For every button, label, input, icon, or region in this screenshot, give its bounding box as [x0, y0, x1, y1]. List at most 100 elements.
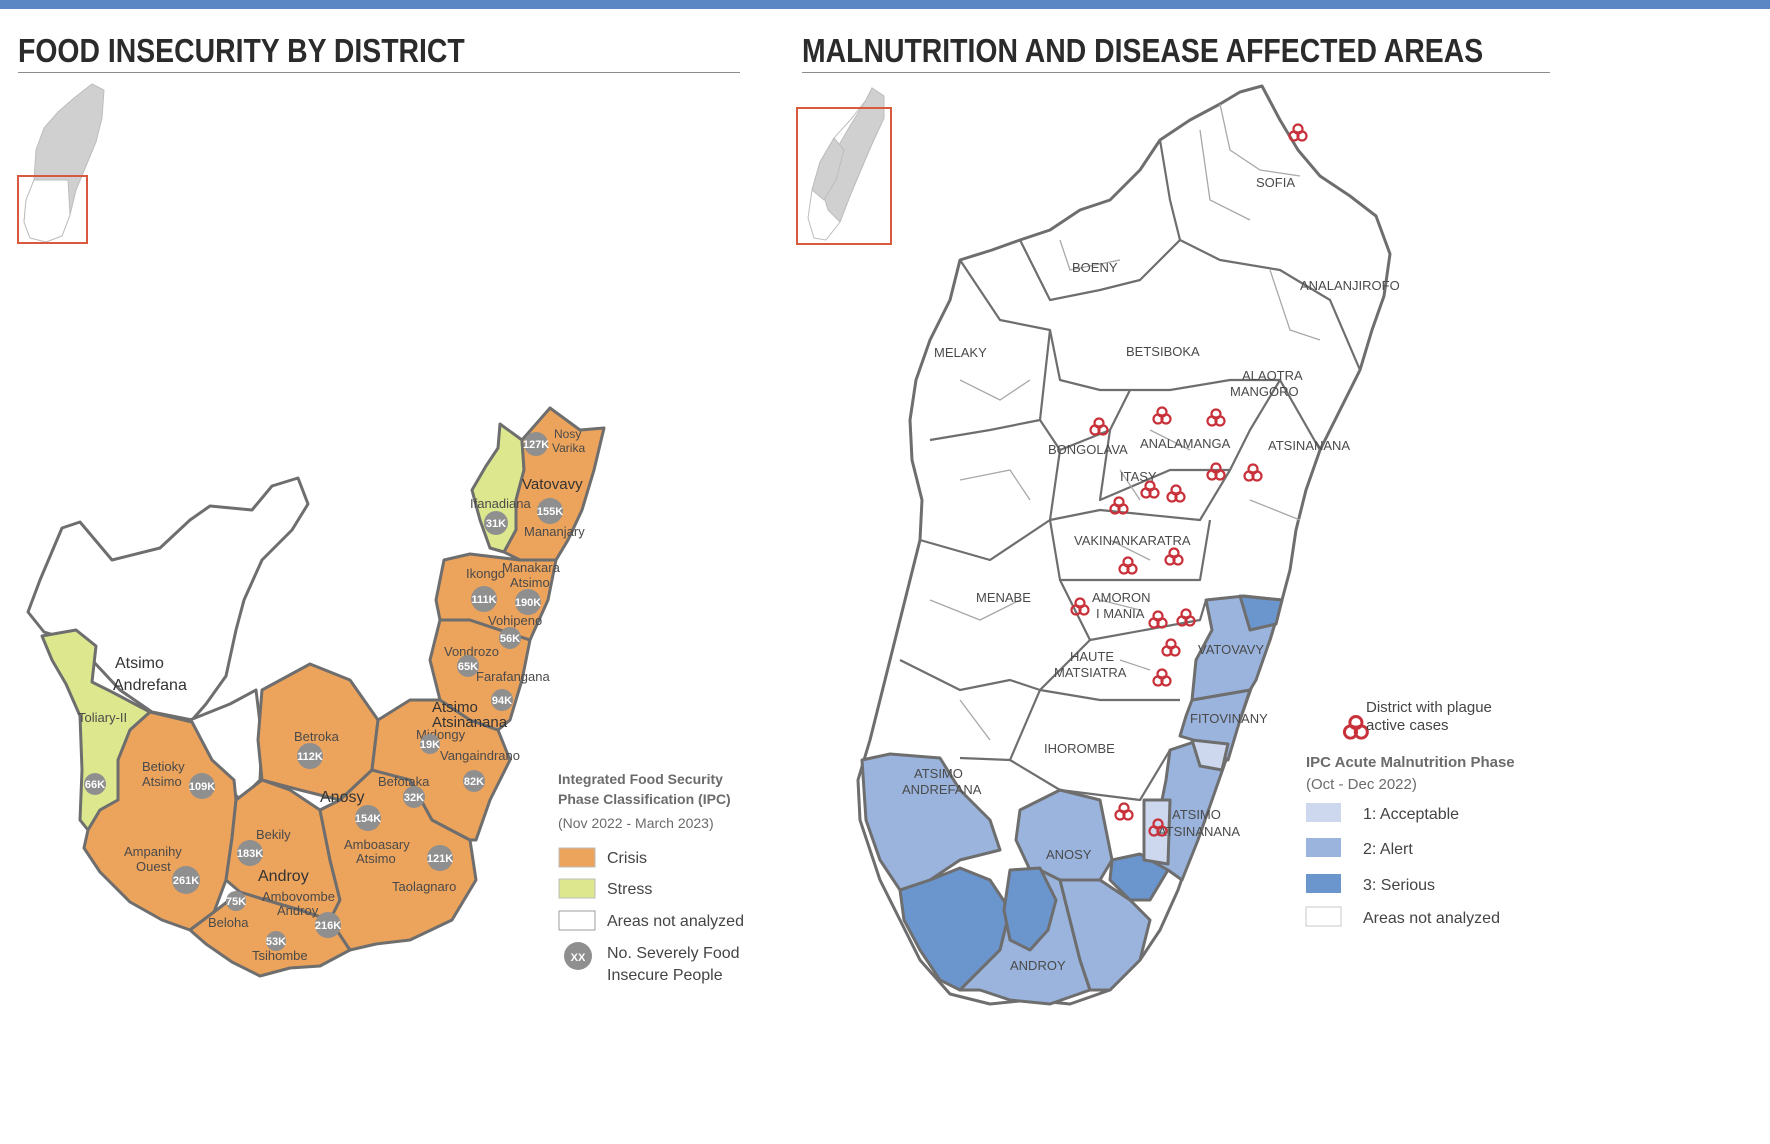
badge-befotaka: 32K: [403, 786, 425, 808]
left-legend-badge-label-2: Insecure People: [607, 967, 723, 984]
label-nosy-varika-1: Nosy: [554, 427, 581, 441]
left-legend-heading-1: Integrated Food Security: [558, 771, 723, 787]
boundary-sofia: [1158, 139, 1362, 371]
label-analamanga: ANALAMANGA: [1140, 436, 1231, 451]
legend-plague-symbol: [1342, 714, 1369, 740]
label-atsimo-atsinanana-r1: ATSIMO: [1172, 807, 1221, 822]
boundary-menabe-north: [919, 519, 1051, 562]
label-vondrozo: Vondrozo: [444, 644, 499, 659]
right-legend-swatch-serious: [1306, 874, 1341, 893]
label-alaotra-1: ALAOTRA: [1242, 368, 1303, 383]
badge-midongy: 19K: [420, 734, 440, 754]
boundary-haute-matsiatra: [1038, 639, 1180, 702]
right-region-boundaries: [899, 139, 1362, 802]
svg-text:31K: 31K: [486, 518, 506, 530]
label-ampanihy-2: Ouest: [136, 859, 171, 874]
label-atsimo-atsinanana-2: Atsinanana: [432, 714, 508, 731]
left-legend-heading-2: Phase Classification (IPC): [558, 791, 731, 807]
legend-plague-label-1: District with plague: [1366, 699, 1492, 716]
right-inset-box: [796, 107, 892, 245]
badge-bekily: 183K: [237, 840, 263, 866]
madagascar-outline: [856, 84, 1392, 1006]
svg-text:216K: 216K: [315, 920, 341, 932]
inset-highlight-box: [17, 175, 88, 244]
area-anosy-east-alert: [1058, 878, 1152, 992]
boundary-amoron-i-mania: [1059, 579, 1208, 642]
label-anosy: Anosy: [320, 789, 364, 806]
svg-text:94K: 94K: [492, 695, 512, 707]
label-nosy-varika-2: Varika: [552, 441, 585, 455]
svg-text:32K: 32K: [404, 792, 424, 804]
boundary-analamanga: [1098, 379, 1281, 502]
label-farafangana: Farafangana: [476, 669, 550, 684]
label-vangaindrano: Vangaindrano: [440, 748, 520, 763]
label-melaky: MELAKY: [934, 345, 987, 360]
badge-taolagnaro: 121K: [427, 845, 453, 871]
svg-text:112K: 112K: [297, 751, 323, 763]
left-panel-title: FOOD INSECURITY BY DISTRICT: [18, 32, 465, 69]
left-map-labels: Atsimo Andrefana Toliary-II Betioky Atsi…: [78, 427, 585, 963]
right-legend-swatch-not-analyzed: [1305, 906, 1342, 927]
badge-vohipeno: 56K: [499, 627, 521, 649]
label-ambovombe-1: Ambovombe: [262, 889, 335, 904]
boundary-itasy: [1048, 449, 1231, 522]
svg-text:127K: 127K: [523, 439, 549, 451]
svg-text:109K: 109K: [189, 781, 215, 793]
right-legend-swatch-alert: [1306, 838, 1341, 857]
left-legend-label-stress: Stress: [607, 881, 652, 898]
right-map-regions: [856, 84, 1392, 1006]
right-legend-label-not-analyzed: Areas not analyzed: [1363, 910, 1500, 927]
right-panel-title: MALNUTRITION AND DISEASE AFFECTED AREAS: [802, 32, 1484, 69]
label-toliary-ii: Toliary-II: [78, 710, 127, 725]
right-legend-heading: IPC Acute Malnutrition Phase: [1306, 754, 1515, 771]
label-taolagnaro: Taolagnaro: [392, 879, 456, 894]
left-title-rule: [18, 72, 740, 73]
left-legend-badge-text: XX: [571, 952, 586, 964]
area-atsimo-andrefana-alert: [860, 752, 1002, 892]
badge-manakara: 190K: [515, 589, 541, 615]
badge-ikongo: 111K: [471, 586, 497, 612]
label-atsimo-andrefana-r1: ATSIMO: [914, 766, 963, 781]
area-fitovinany-acceptable: [1190, 738, 1230, 772]
label-atsimo-andrefana-1: Atsimo: [115, 655, 164, 672]
inset-west-area: [811, 137, 845, 201]
label-manakara-1: Manakara: [502, 560, 561, 575]
badge-mananjary: 155K: [537, 498, 563, 524]
label-ifanadiana: Ifanadiana: [470, 496, 531, 511]
label-androy-r: ANDROY: [1010, 958, 1066, 973]
label-vakinankaratra: VAKINANKARATRA: [1074, 533, 1191, 548]
label-tsihombe: Tsihombe: [252, 948, 308, 963]
left-legend-badge-symbol: [564, 942, 592, 970]
svg-text:66K: 66K: [85, 779, 105, 791]
legend-plague-label-2: active cases: [1366, 717, 1449, 734]
label-bekily: Bekily: [256, 827, 291, 842]
label-analanjirofo: ANALANJIROFO: [1300, 278, 1400, 293]
label-atsimo-atsinanana-1: Atsimo: [432, 699, 478, 716]
label-atsimo-andrefana-r2: ANDREFANA: [902, 782, 982, 797]
left-legend: Integrated Food Security Phase Classific…: [558, 771, 744, 984]
left-legend-swatch-stress: [558, 878, 596, 899]
badge-nosy-varika: 127K: [523, 432, 549, 456]
badge-betroka: 112K: [297, 743, 323, 769]
label-itasy: ITASY: [1120, 469, 1157, 484]
right-title-rule: [802, 72, 1550, 73]
label-amboasary-1: Amboasary: [344, 837, 410, 852]
label-haute-1: HAUTE: [1070, 649, 1114, 664]
badge-ifanadiana: 31K: [484, 511, 508, 535]
badge-beloha: 75K: [226, 891, 246, 911]
svg-text:82K: 82K: [464, 776, 484, 788]
right-legend-period: (Oct - Dec 2022): [1306, 776, 1417, 793]
boundary-menabe-south: [899, 659, 1041, 692]
label-befotaka: Befotaka: [378, 774, 430, 789]
area-anosy-alert: [1014, 788, 1114, 882]
svg-text:121K: 121K: [427, 853, 453, 865]
label-amoron-2: I MANIA: [1096, 606, 1145, 621]
right-legend-label-serious: 3: Serious: [1363, 877, 1435, 894]
boundary-ihorombe: [1008, 689, 1171, 802]
boundary-betsiboka: [959, 259, 1321, 451]
label-beloha: Beloha: [208, 915, 249, 930]
svg-text:190K: 190K: [515, 597, 541, 609]
boundary-melaky: [929, 329, 1052, 442]
label-haute-2: MATSIATRA: [1054, 665, 1127, 680]
boundary-boeny: [1019, 239, 1181, 302]
